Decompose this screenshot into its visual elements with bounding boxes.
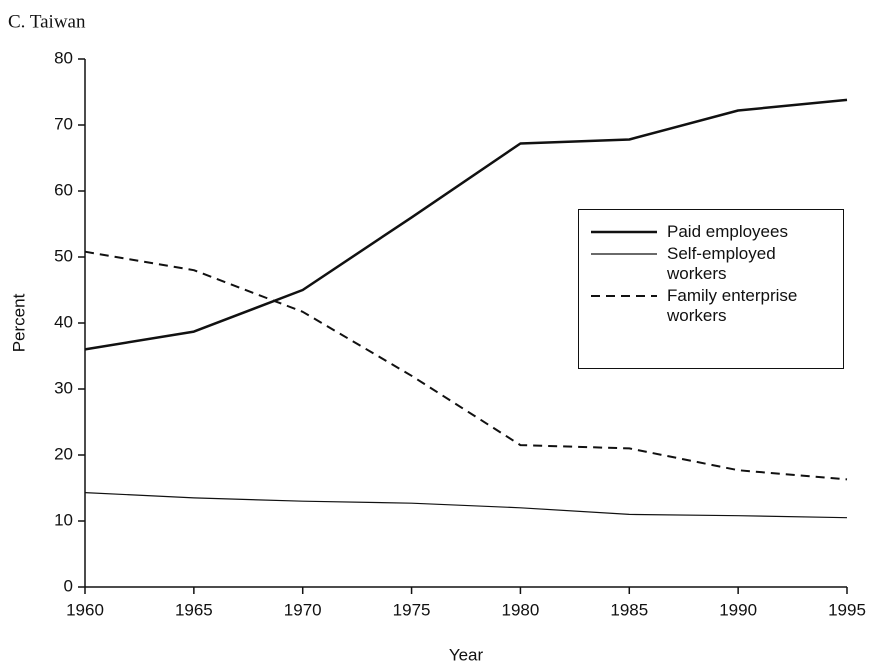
y-tick-label: 50	[54, 246, 73, 265]
y-tick-label: 10	[54, 510, 73, 529]
y-axis-label: Percent	[9, 293, 28, 352]
y-tick-label: 80	[54, 48, 73, 67]
chart-title: C. Taiwan	[8, 11, 86, 32]
y-tick-label: 30	[54, 378, 73, 397]
legend-swatch	[591, 295, 657, 297]
x-tick-label: 1965	[175, 600, 213, 619]
x-tick-label: 1980	[502, 600, 540, 619]
legend-label: Self-employed workers	[667, 244, 776, 283]
legend: Paid employees Self-employed workers Famil…	[578, 209, 844, 369]
y-tick-label: 20	[54, 444, 73, 463]
x-tick-label: 1970	[284, 600, 322, 619]
series-line	[84, 250, 848, 481]
legend-label: Paid employees	[667, 222, 788, 241]
legend-entry: Paid employees	[589, 222, 833, 242]
x-tick-label: 1985	[610, 600, 648, 619]
y-tick-label: 60	[54, 180, 73, 199]
legend-swatch	[591, 230, 657, 234]
series-line	[84, 98, 848, 351]
x-tick-label: 1960	[66, 600, 104, 619]
legend-entry: Self-employed workers	[589, 244, 833, 284]
y-tick-label: 0	[64, 576, 73, 595]
x-tick-label: 1990	[719, 600, 757, 619]
x-tick-label: 1995	[828, 600, 866, 619]
legend-entry: Family enterprise workers	[589, 286, 833, 326]
y-tick-label: 70	[54, 114, 73, 133]
x-axis-label: Year	[449, 645, 484, 664]
series-line	[84, 492, 848, 519]
x-tick-label: 1975	[393, 600, 431, 619]
legend-label: Family enterprise workers	[667, 286, 798, 325]
legend-swatch	[591, 253, 657, 255]
y-tick-label: 40	[54, 312, 73, 331]
